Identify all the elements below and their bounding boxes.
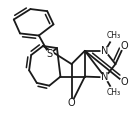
Text: O: O [120,77,128,87]
Text: CH₃: CH₃ [107,31,121,40]
Circle shape [101,47,109,55]
Text: O: O [68,98,75,108]
Circle shape [120,42,128,50]
Circle shape [108,86,120,99]
Circle shape [45,50,53,58]
Text: N: N [101,72,109,82]
Circle shape [101,73,109,81]
Circle shape [68,99,75,107]
Text: N: N [101,46,109,56]
Text: S: S [46,49,52,59]
Text: CH₃: CH₃ [107,88,121,97]
Circle shape [120,78,128,86]
Circle shape [108,29,120,42]
Text: O: O [120,41,128,51]
